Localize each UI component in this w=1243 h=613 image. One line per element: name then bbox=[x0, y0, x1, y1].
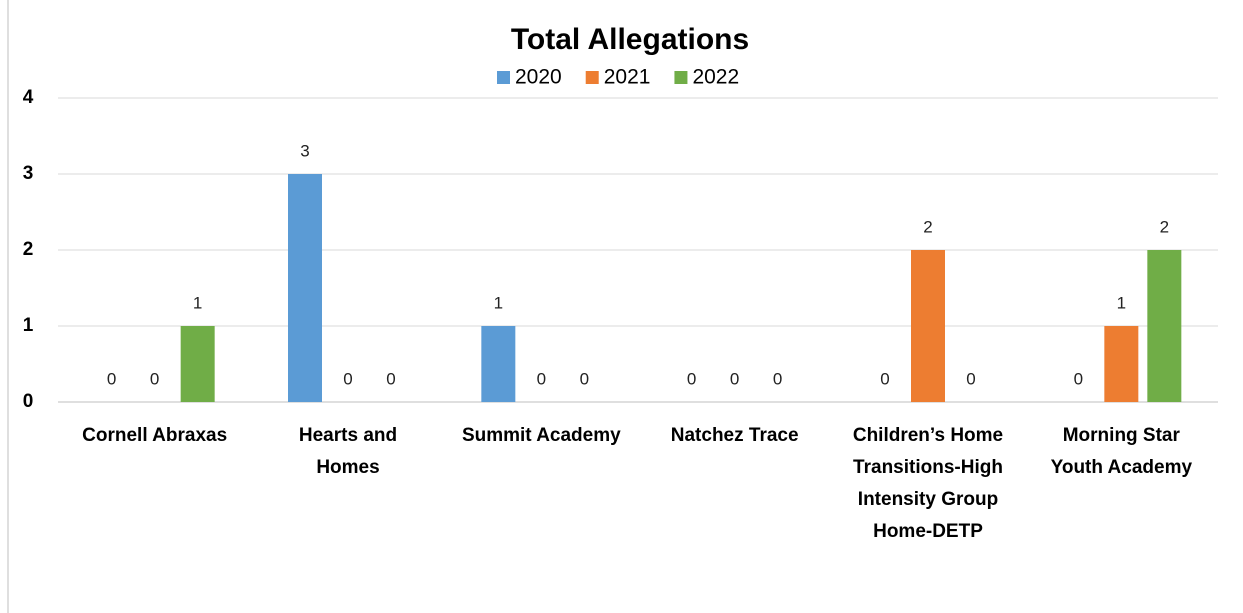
value-label: 0 bbox=[343, 369, 352, 388]
value-label: 1 bbox=[494, 293, 503, 312]
bar bbox=[180, 326, 215, 402]
value-label: 2 bbox=[923, 217, 932, 236]
x-tick-label: Natchez Trace bbox=[671, 425, 799, 446]
y-tick-label: 2 bbox=[23, 239, 34, 260]
legend-label: 2022 bbox=[692, 66, 739, 89]
bar bbox=[1104, 326, 1139, 402]
value-label: 0 bbox=[580, 369, 589, 388]
value-label: 0 bbox=[1074, 369, 1083, 388]
value-label: 3 bbox=[300, 141, 309, 160]
y-tick-label: 4 bbox=[23, 87, 34, 108]
x-tick-label: Cornell Abraxas bbox=[82, 425, 227, 446]
bar bbox=[288, 174, 322, 402]
bar bbox=[911, 250, 945, 402]
y-tick-label: 0 bbox=[23, 391, 34, 412]
x-tick-label: Summit Academy bbox=[462, 425, 621, 446]
bar bbox=[481, 326, 516, 402]
y-tick-label: 3 bbox=[23, 163, 34, 184]
value-label: 0 bbox=[773, 369, 782, 388]
y-tick-label: 1 bbox=[23, 315, 34, 336]
legend-label: 2021 bbox=[604, 66, 651, 89]
value-label: 0 bbox=[687, 369, 696, 388]
value-label: 0 bbox=[730, 369, 739, 388]
legend-label: 2020 bbox=[515, 66, 562, 89]
value-label: 0 bbox=[107, 369, 116, 388]
value-label: 0 bbox=[150, 369, 159, 388]
value-label: 0 bbox=[537, 369, 546, 388]
bar bbox=[1147, 250, 1182, 402]
value-label: 0 bbox=[966, 369, 975, 388]
chart-title: Total Allegations bbox=[511, 23, 749, 56]
x-tick-label: Children’s Home Transitions-High Intensity… bbox=[853, 425, 1003, 542]
value-label: 1 bbox=[1117, 293, 1126, 312]
value-label: 0 bbox=[386, 369, 395, 388]
legend-swatch bbox=[585, 71, 599, 84]
legend-swatch bbox=[674, 71, 688, 84]
value-label: 2 bbox=[1160, 217, 1169, 236]
value-label: 0 bbox=[880, 369, 889, 388]
x-tick-label: Hearts and Homes bbox=[299, 425, 397, 478]
value-label: 1 bbox=[193, 293, 202, 312]
x-tick-label: Morning Star Youth Academy bbox=[1051, 425, 1193, 478]
legend-swatch bbox=[497, 71, 510, 84]
